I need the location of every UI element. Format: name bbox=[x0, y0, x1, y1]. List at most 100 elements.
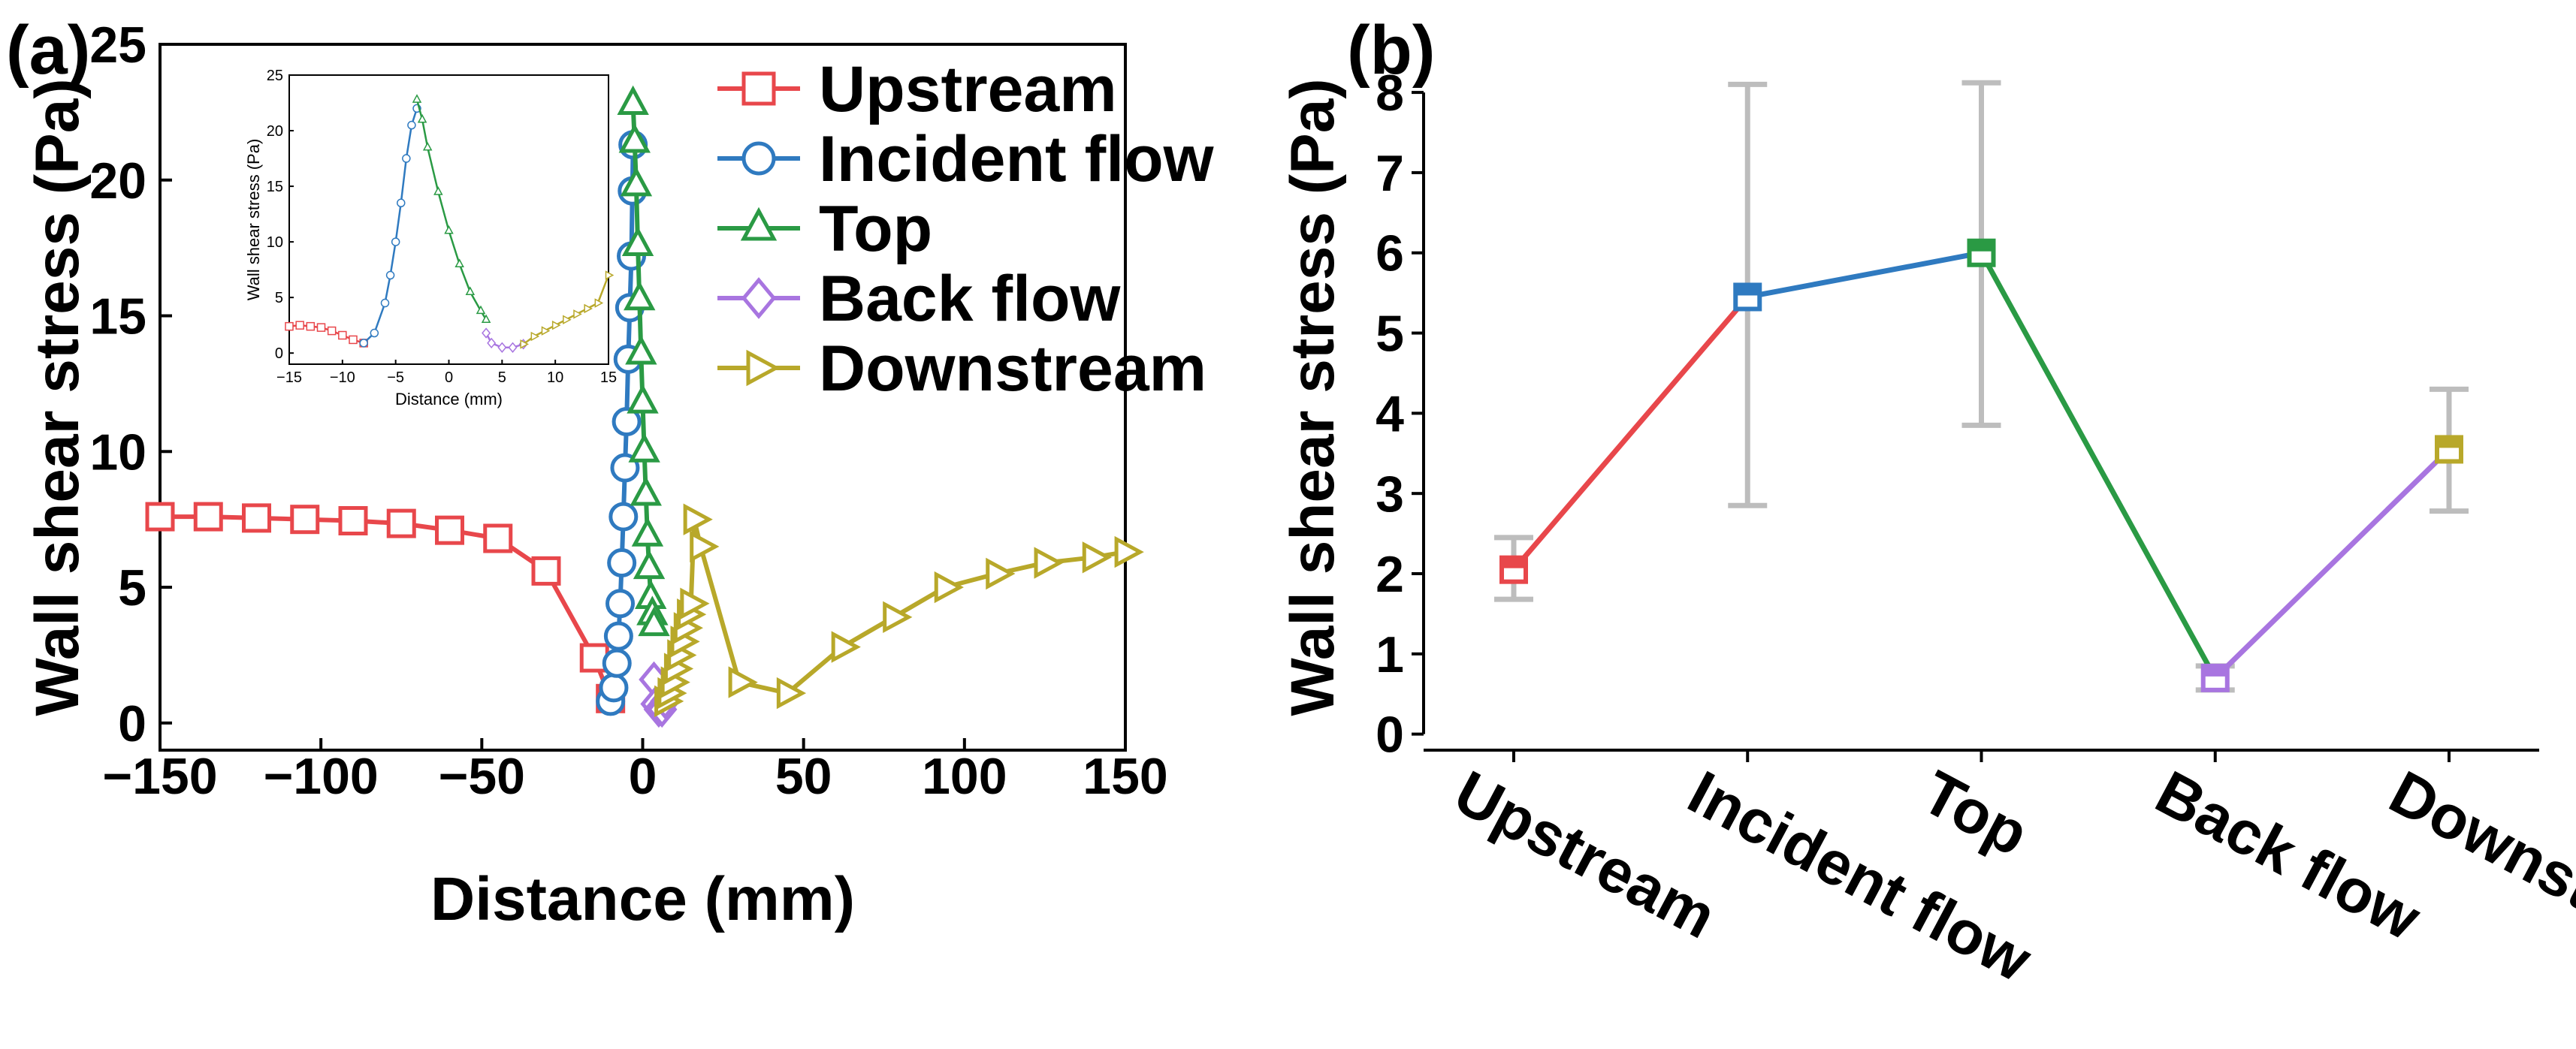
inset-point-downstream bbox=[541, 326, 551, 336]
a-point-downstream bbox=[986, 557, 1016, 590]
a-y-tick-label: 25 bbox=[89, 17, 146, 74]
inset-point-top bbox=[476, 305, 486, 315]
b-y-tick-label: 7 bbox=[1376, 145, 1404, 202]
a-point-upstream bbox=[483, 523, 513, 553]
panel-a-x-axis-label: Distance (mm) bbox=[430, 865, 855, 933]
b-y-tick-label: 8 bbox=[1376, 65, 1404, 122]
inset-point-incident bbox=[402, 154, 411, 163]
b-y-tick-label: 2 bbox=[1376, 546, 1404, 603]
b-y-tick-label: 6 bbox=[1376, 225, 1404, 282]
inset-y-tick-label: 5 bbox=[275, 290, 283, 306]
b-category-label-top: Top bbox=[1911, 758, 2039, 870]
a-point-top bbox=[628, 433, 660, 463]
a-point-top bbox=[617, 85, 649, 115]
b-y-tick-label: 3 bbox=[1376, 466, 1404, 523]
legend-label-incident: Incident flow bbox=[819, 123, 1215, 195]
b-segment-upstream-incident bbox=[1511, 294, 1750, 573]
inset-point-incident bbox=[370, 328, 379, 338]
inset-y-tick-label: 25 bbox=[267, 68, 283, 84]
a-point-upstream bbox=[145, 502, 175, 532]
inset-point-upstream bbox=[295, 321, 304, 330]
inset-point-upstream bbox=[316, 323, 326, 332]
inset-x-tick-label: −10 bbox=[330, 369, 355, 386]
inset-point-downstream bbox=[530, 331, 540, 342]
inset-point-downstream bbox=[551, 320, 561, 330]
panel-a-y-ticks: 0 5 10 15 20 25 bbox=[89, 17, 172, 752]
a-point-incident bbox=[612, 407, 642, 437]
a-y-tick-label: 15 bbox=[89, 288, 146, 345]
inset-y-tick-label: 15 bbox=[267, 179, 283, 195]
a-point-downstream bbox=[1114, 535, 1144, 568]
a-x-tick-label: 50 bbox=[775, 748, 832, 805]
legend-marker-downstream bbox=[746, 349, 781, 387]
b-category-label-downstream: Downstream bbox=[2379, 758, 2576, 992]
b-category-label-upstream: Upstream bbox=[1444, 758, 1727, 952]
a-point-downstream bbox=[883, 601, 913, 634]
a-point-upstream bbox=[435, 515, 464, 545]
a-point-incident bbox=[605, 589, 636, 619]
inset-point-incident bbox=[359, 339, 368, 348]
inset-point-downstream bbox=[563, 315, 572, 325]
b-point-fill-incident bbox=[1735, 285, 1760, 296]
a-point-top bbox=[621, 226, 654, 256]
b-point-fill-upstream bbox=[1502, 557, 1526, 568]
panel-a-x-ticks: −150 −100 −50 0 50 100 150 bbox=[102, 738, 1168, 805]
inset-point-back bbox=[508, 342, 518, 353]
inset-plot-frame bbox=[288, 74, 609, 365]
a-point-top bbox=[638, 606, 670, 637]
inset-x-axis-label: Distance (mm) bbox=[395, 390, 503, 408]
inset-point-back bbox=[497, 342, 507, 353]
legend-marker-back bbox=[741, 277, 777, 319]
a-y-tick-label: 5 bbox=[118, 559, 146, 616]
b-y-tick-label: 0 bbox=[1376, 707, 1404, 764]
a-point-upstream bbox=[531, 556, 561, 586]
a-point-downstream bbox=[683, 503, 713, 535]
legend-label-top: Top bbox=[819, 193, 932, 265]
inset-point-incident bbox=[391, 237, 400, 246]
a-point-incident bbox=[599, 673, 629, 703]
inset-point-upstream bbox=[285, 321, 294, 331]
b-segment-top-back bbox=[1979, 250, 2218, 681]
inset-point-top bbox=[412, 94, 422, 103]
b-segment-incident-top bbox=[1744, 250, 1984, 300]
inset-x-tick-label: 10 bbox=[547, 369, 563, 386]
a-point-incident bbox=[602, 648, 632, 678]
a-point-upstream bbox=[193, 502, 223, 532]
inset-point-upstream bbox=[327, 326, 337, 336]
panel-a-series bbox=[145, 85, 1144, 728]
inset-point-downstream bbox=[594, 298, 604, 308]
inset-point-upstream bbox=[338, 330, 347, 340]
inset-point-upstream bbox=[306, 321, 316, 331]
inset-point-downstream bbox=[520, 339, 529, 349]
inset-point-downstream bbox=[605, 270, 615, 280]
inset-series bbox=[285, 94, 615, 353]
a-y-tick-label: 20 bbox=[89, 152, 146, 209]
inset-x-tick-label: 5 bbox=[498, 369, 506, 386]
legend-label-downstream: Downstream bbox=[819, 333, 1206, 405]
inset-point-top bbox=[417, 113, 427, 123]
inset-y-axis-label: Wall shear stress (Pa) bbox=[244, 139, 263, 301]
inset-point-top bbox=[465, 286, 476, 295]
inset-x-tick-label: 0 bbox=[445, 369, 453, 386]
a-point-downstream bbox=[690, 530, 720, 563]
a-y-tick-label: 0 bbox=[118, 695, 146, 752]
a-point-upstream bbox=[338, 506, 368, 535]
inset-point-back bbox=[487, 337, 497, 349]
legend-marker-upstream bbox=[741, 71, 776, 106]
inset-y-tick-label: 10 bbox=[267, 234, 283, 251]
b-point-fill-downstream bbox=[2437, 437, 2461, 448]
b-point-fill-back bbox=[2203, 665, 2227, 677]
a-point-top bbox=[630, 476, 662, 506]
a-point-top bbox=[633, 549, 666, 580]
panel-b-y-ticks: 0 1 2 3 4 5 6 7 8 bbox=[1376, 65, 2539, 764]
a-point-top bbox=[627, 384, 659, 414]
panel-a-inset: −15 −10 −5 0 5 10 15 0 5 10 15 20 25 Distance (mm) W… bbox=[244, 68, 617, 408]
a-point-upstream bbox=[242, 503, 271, 533]
inset-y-tick-label: 0 bbox=[275, 345, 283, 362]
a-x-tick-label: 150 bbox=[1083, 748, 1167, 805]
a-point-incident bbox=[609, 502, 639, 532]
a-point-downstream bbox=[831, 631, 861, 663]
